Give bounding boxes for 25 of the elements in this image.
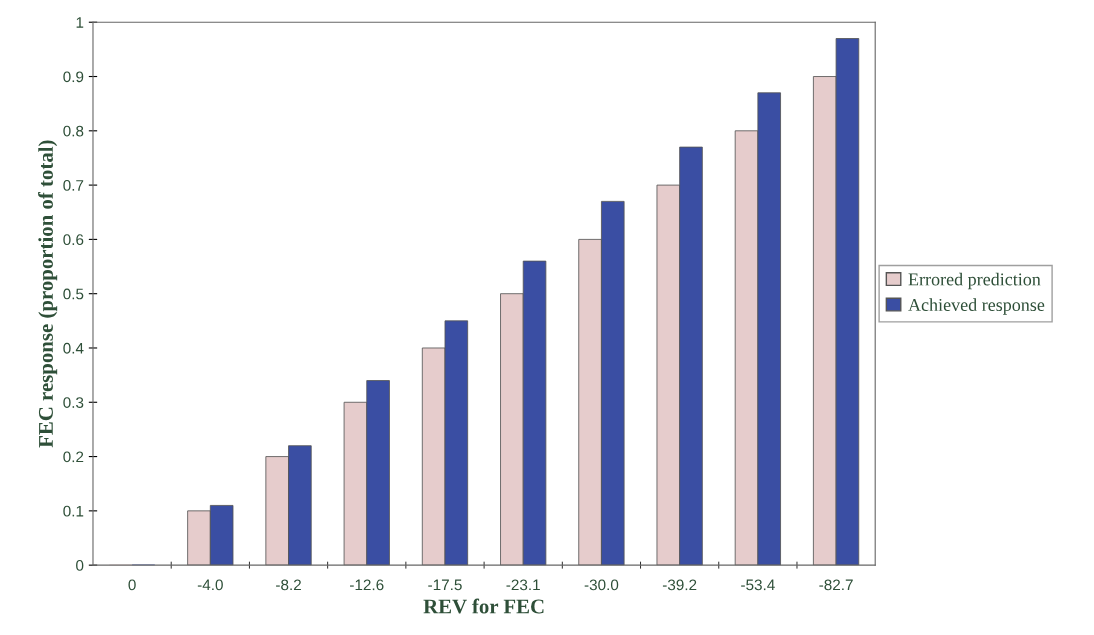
y-tick-label: 0.7 (63, 179, 84, 191)
legend-label: Errored prediction (908, 272, 1041, 290)
y-tick-label: 0.5 (63, 288, 84, 300)
y-tick-label: 0.1 (63, 505, 84, 517)
x-tick-label: -30.0 (584, 579, 619, 591)
x-tick-label: -8.2 (276, 579, 301, 591)
y-tick-label: 1 (76, 17, 84, 28)
x-tick-label: -23.1 (506, 579, 540, 591)
x-tick-label: -53.4 (741, 579, 775, 591)
y-tick-label: 0 (76, 560, 84, 571)
y-tick-label: 0.9 (63, 71, 84, 83)
x-tick-label: -82.7 (819, 579, 853, 591)
y-tick-label: 0.2 (63, 451, 84, 463)
y-axis-title: FEC response (proportion of total) (38, 140, 58, 448)
y-tick-label: 0.8 (63, 125, 84, 137)
x-tick-label: -17.5 (428, 579, 462, 591)
y-tick-label: 0.6 (63, 234, 84, 246)
x-tick-label: -39.2 (662, 579, 697, 591)
y-tick-label: 0.3 (63, 397, 84, 408)
x-tick-label: 0 (128, 579, 136, 591)
y-tick-label: 0.4 (63, 342, 84, 354)
legend-label: Achieved response (908, 298, 1045, 315)
x-tick-label: -12.6 (350, 579, 384, 591)
x-axis-title: REV for FEC (423, 598, 544, 614)
x-tick-label: -4.0 (197, 579, 223, 591)
